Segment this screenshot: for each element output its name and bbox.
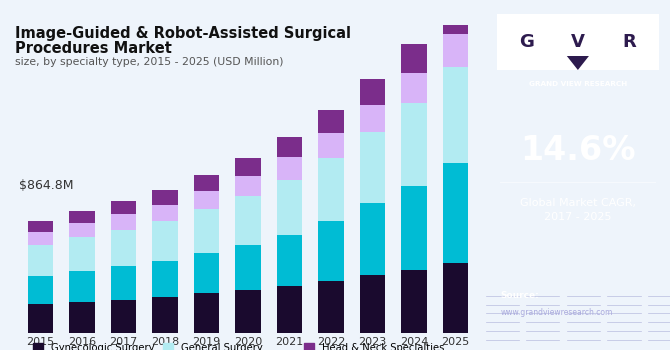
- Bar: [318, 133, 344, 158]
- Text: size, by specialty type, 2015 - 2025 (USD Million): size, by specialty type, 2015 - 2025 (US…: [15, 57, 284, 67]
- Polygon shape: [567, 56, 589, 70]
- Bar: [27, 276, 53, 304]
- Bar: [318, 158, 344, 221]
- Legend: Gynecologic Surgery, Urologic Surgery, General Surgery, Cardiothoracic Surgery, : Gynecologic Surgery, Urologic Surgery, G…: [33, 343, 444, 350]
- Bar: [277, 286, 302, 332]
- Text: Image-Guided & Robot-Assisted Surgical: Image-Guided & Robot-Assisted Surgical: [15, 26, 352, 41]
- Bar: [277, 180, 302, 235]
- Bar: [277, 157, 302, 180]
- Bar: [69, 237, 94, 271]
- Bar: [152, 261, 178, 297]
- Text: Source:: Source:: [500, 290, 539, 300]
- Bar: [401, 270, 427, 332]
- Bar: [111, 201, 136, 215]
- Bar: [443, 1, 468, 34]
- Text: www.grandviewresearch.com: www.grandviewresearch.com: [500, 308, 613, 317]
- Bar: [194, 191, 219, 209]
- Bar: [360, 132, 385, 203]
- Bar: [443, 163, 468, 263]
- Bar: [194, 175, 219, 191]
- Text: Procedures Market: Procedures Market: [15, 41, 172, 56]
- Bar: [235, 158, 261, 176]
- Text: 14.6%: 14.6%: [520, 134, 636, 167]
- Bar: [235, 196, 261, 245]
- Bar: [277, 138, 302, 157]
- Bar: [401, 44, 427, 72]
- Bar: [360, 275, 385, 332]
- Bar: [111, 230, 136, 266]
- Bar: [152, 205, 178, 222]
- Bar: [194, 253, 219, 293]
- Bar: [401, 72, 427, 103]
- Bar: [277, 235, 302, 286]
- Text: GRAND VIEW RESEARCH: GRAND VIEW RESEARCH: [529, 81, 627, 87]
- Text: Global Market CAGR,
2017 - 2025: Global Market CAGR, 2017 - 2025: [520, 198, 636, 222]
- Bar: [152, 190, 178, 205]
- Bar: [318, 111, 344, 133]
- Bar: [27, 232, 53, 245]
- Bar: [111, 300, 136, 332]
- Bar: [360, 105, 385, 132]
- Bar: [401, 103, 427, 186]
- Bar: [69, 302, 94, 332]
- Bar: [318, 281, 344, 332]
- Bar: [27, 245, 53, 276]
- Bar: [443, 67, 468, 163]
- Bar: [194, 293, 219, 332]
- Bar: [27, 304, 53, 332]
- Bar: [401, 186, 427, 270]
- Text: G: G: [519, 33, 534, 51]
- Bar: [111, 266, 136, 300]
- Bar: [360, 203, 385, 275]
- FancyBboxPatch shape: [497, 14, 659, 70]
- Bar: [443, 263, 468, 332]
- Bar: [443, 34, 468, 67]
- Bar: [194, 209, 219, 253]
- Bar: [69, 211, 94, 223]
- Bar: [69, 223, 94, 237]
- Bar: [152, 297, 178, 332]
- Bar: [235, 176, 261, 196]
- Bar: [27, 222, 53, 232]
- Text: R: R: [622, 33, 636, 51]
- Bar: [318, 221, 344, 281]
- Bar: [360, 79, 385, 105]
- Bar: [69, 271, 94, 302]
- Text: V: V: [571, 33, 585, 51]
- Bar: [235, 290, 261, 332]
- Bar: [235, 245, 261, 290]
- Bar: [152, 222, 178, 261]
- Text: $864.8M: $864.8M: [19, 179, 73, 192]
- Bar: [111, 215, 136, 230]
